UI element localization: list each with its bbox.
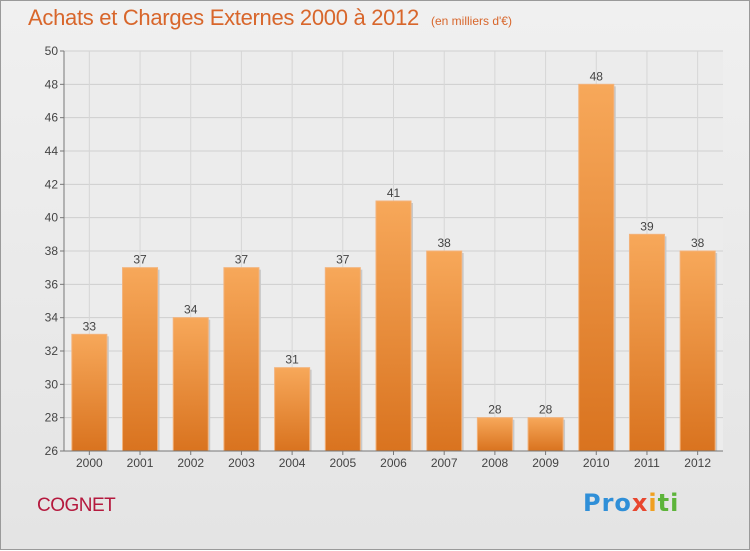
bar (426, 250, 463, 452)
logo-part-3: i (648, 489, 658, 517)
x-tick-label: 2003 (228, 456, 255, 470)
y-tick-label: 42 (45, 177, 59, 191)
y-tick-label: 26 (45, 444, 59, 458)
bar (172, 317, 209, 452)
bar (476, 417, 513, 452)
x-tick-label: 2008 (482, 456, 509, 470)
bar (527, 417, 564, 452)
x-tick-label: 2001 (127, 456, 154, 470)
logo-part-1: Pro (583, 489, 632, 517)
bar-value-label: 39 (640, 219, 654, 233)
bar-value-label: 33 (83, 319, 97, 333)
x-tick-label: 2006 (380, 456, 407, 470)
bar (324, 267, 361, 452)
bar-value-label: 38 (691, 236, 705, 250)
x-tick-label: 2007 (431, 456, 458, 470)
x-tick-label: 2012 (684, 456, 711, 470)
y-tick-label: 28 (45, 411, 59, 425)
bar-value-label: 37 (336, 253, 350, 267)
commune-name: COGNET (37, 495, 116, 516)
bar (679, 250, 716, 452)
bar (71, 333, 108, 452)
bar-value-label: 37 (133, 253, 147, 267)
y-tick-label: 46 (45, 111, 59, 125)
bar (628, 233, 665, 452)
bar-value-label: 28 (539, 403, 553, 417)
bar (223, 267, 260, 452)
y-tick-label: 38 (45, 244, 59, 258)
chart-title: Achats et Charges Externes 2000 à 2012 (e… (28, 5, 512, 31)
y-tick-label: 30 (45, 377, 59, 391)
bar-value-label: 48 (590, 69, 604, 83)
y-tick-label: 50 (45, 44, 59, 58)
bar-value-label: 34 (184, 303, 198, 317)
y-tick-label: 44 (45, 144, 59, 158)
x-tick-label: 2004 (279, 456, 306, 470)
bar-value-label: 38 (438, 236, 452, 250)
bar (375, 200, 412, 452)
y-tick-label: 48 (45, 77, 59, 91)
bar (274, 367, 311, 452)
bar (122, 267, 159, 452)
bar-value-label: 37 (235, 253, 249, 267)
x-tick-label: 2005 (329, 456, 356, 470)
proxiti-logo: Proxiti (583, 489, 679, 517)
axes: 26 28 30 32 34 36 38 40 42 44 46 48 50 2000 2001 2002 20… (45, 44, 723, 470)
bar-value-label: 31 (285, 353, 299, 367)
chart-title-text: Achats et Charges Externes 2000 à 2012 (28, 5, 419, 30)
bar-value-label: 41 (387, 186, 401, 200)
y-tick-label: 34 (45, 311, 59, 325)
bars: 33 37 34 37 31 37 41 38 28 28 48 39 38 (71, 69, 718, 452)
x-tick-label: 2011 (634, 456, 660, 470)
y-tick-label: 40 (45, 211, 59, 225)
x-tick-label: 2000 (76, 456, 103, 470)
y-tick-label: 32 (45, 344, 59, 358)
y-tick-label: 36 (45, 277, 59, 291)
x-tick-label: 2002 (177, 456, 204, 470)
bar (578, 83, 615, 452)
x-tick-label: 2010 (583, 456, 610, 470)
chart-unit-label: (en milliers d'€) (430, 14, 512, 28)
logo-part-4: ti (657, 489, 680, 517)
x-tick-label: 2009 (532, 456, 559, 470)
logo-part-2: x (631, 489, 649, 517)
bar-value-label: 28 (488, 403, 502, 417)
